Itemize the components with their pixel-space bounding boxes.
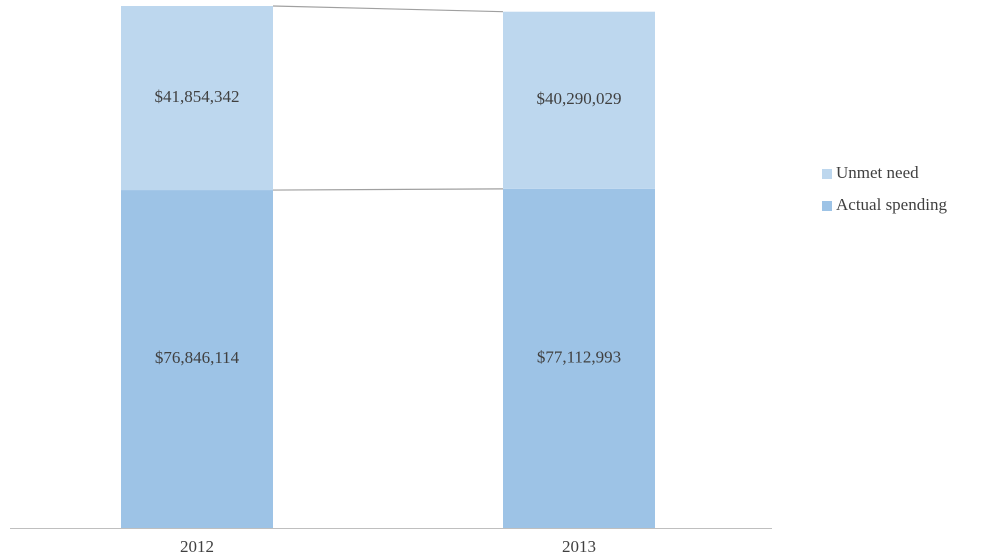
legend-label: Unmet need: [836, 163, 919, 182]
series-line: [272, 5, 504, 13]
legend-swatch: [822, 169, 832, 179]
data-label: $40,290,029: [537, 89, 622, 108]
bar-segment: [503, 188, 655, 528]
bar-segment: [121, 6, 273, 191]
legend-swatch: [822, 201, 832, 211]
legend-label: Actual spending: [836, 195, 947, 214]
x-tick-label: 2012: [180, 537, 214, 556]
series-line: [272, 188, 504, 191]
x-tick-label: 2013: [562, 537, 596, 556]
bar-segment: [121, 190, 273, 528]
bar-segment: [503, 11, 655, 189]
data-label: $76,846,114: [155, 348, 240, 367]
data-label: $77,112,993: [537, 347, 621, 366]
data-label: $41,854,342: [155, 87, 240, 106]
